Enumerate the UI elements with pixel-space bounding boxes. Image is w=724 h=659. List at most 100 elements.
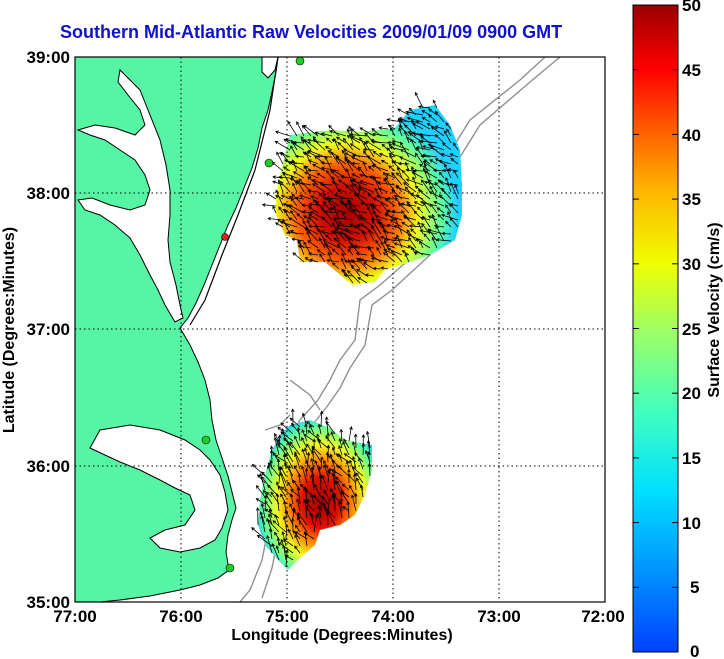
velocity-vector-head: [447, 168, 452, 172]
velocity-vector-head: [363, 262, 367, 266]
velocity-vector-head: [326, 444, 331, 449]
velocity-vector-head: [312, 138, 317, 143]
velocity-vector-head: [353, 433, 358, 438]
velocity-vector-head: [301, 428, 305, 433]
velocity-vector: [416, 121, 431, 130]
velocity-vector-head: [307, 189, 312, 193]
velocity-vector-head: [347, 468, 351, 473]
velocity-vector-head: [447, 210, 451, 215]
velocity-vector: [404, 253, 410, 263]
velocity-vector: [344, 158, 354, 172]
velocity-vector: [334, 231, 340, 242]
velocity-vector-head: [309, 210, 314, 215]
velocity-vector: [313, 139, 326, 151]
velocity-vector-head: [326, 432, 330, 437]
velocity-vector: [397, 167, 403, 179]
velocity-vector-head: [408, 224, 413, 228]
velocity-vector-head: [331, 262, 336, 266]
velocity-vector: [428, 179, 438, 193]
velocity-vector: [304, 500, 308, 519]
velocity-vector: [349, 134, 368, 137]
velocity-vector-head: [394, 217, 398, 221]
colorbar-ticks: [633, 4, 678, 653]
velocity-vector-head: [290, 489, 294, 493]
velocity-vector-head: [307, 240, 311, 244]
velocity-vector: [401, 221, 410, 228]
velocity-vector-head: [292, 479, 297, 484]
velocity-vector: [264, 500, 273, 512]
x-tick-labels: 77:00 76:00 75:00 74:00 73:00 72:00: [53, 607, 624, 626]
velocity-vector-head: [287, 528, 292, 533]
velocity-vector: [432, 237, 438, 249]
velocity-vector-head: [386, 209, 391, 213]
velocity-vector-head: [370, 225, 375, 230]
velocity-vector: [419, 163, 431, 172]
velocity-vector-head: [387, 124, 392, 129]
velocity-vector: [311, 474, 315, 491]
velocity-vector-head: [269, 460, 273, 464]
velocity-vector: [278, 542, 294, 554]
velocity-vector: [371, 204, 382, 207]
velocity-vector-head: [345, 460, 350, 465]
velocity-vector-head: [400, 202, 405, 206]
velocity-vector: [346, 168, 354, 186]
velocity-vector-head: [432, 168, 437, 173]
velocity-vector: [315, 225, 326, 242]
velocity-vector: [318, 505, 322, 519]
velocity-vector-head: [343, 228, 348, 232]
velocity-vector-head: [313, 494, 317, 499]
velocity-vector-head: [280, 422, 285, 427]
velocity-vector: [308, 253, 319, 256]
station-marker: [201, 435, 211, 445]
velocity-vector: [360, 180, 375, 186]
velocity-vector: [354, 452, 364, 463]
velocity-vector: [295, 531, 308, 540]
velocity-vector-head: [335, 136, 340, 141]
velocity-vector-head: [312, 198, 317, 203]
velocity-vector-head: [325, 435, 329, 440]
velocity-vector: [404, 130, 410, 144]
velocity-vector: [367, 440, 371, 456]
velocity-vector-head: [319, 500, 324, 505]
delaware-bay: [261, 57, 279, 79]
velocity-vector-head: [422, 215, 426, 220]
velocity-vector-head: [255, 506, 260, 511]
velocity-vector-head: [422, 167, 427, 172]
velocity-vector-head: [320, 161, 325, 165]
velocity-vector-head: [389, 154, 393, 159]
velocity-vector: [285, 524, 288, 540]
velocity-vector-head: [314, 131, 319, 135]
velocity-vector-head: [296, 179, 300, 184]
velocity-vector-head: [331, 446, 336, 451]
velocity-vector-head: [284, 523, 289, 528]
velocity-vector-head: [319, 410, 324, 415]
velocity-vector: [308, 190, 319, 193]
velocity-vector: [333, 205, 340, 221]
velocity-vector: [345, 234, 354, 249]
velocity-vector: [272, 206, 277, 214]
velocity-vector-head: [326, 258, 330, 263]
velocity-vector: [317, 512, 322, 526]
velocity-vector-head: [318, 237, 323, 241]
velocity-vector: [368, 165, 375, 172]
velocity-vector: [424, 170, 438, 179]
velocity-vector-head: [364, 132, 368, 136]
velocity-vector-head: [273, 433, 278, 437]
velocity-vector: [306, 499, 309, 512]
velocity-vector-head: [454, 184, 458, 188]
velocity-vector-head: [304, 467, 309, 472]
velocity-vector-head: [407, 234, 412, 238]
velocity-vector-head: [343, 438, 347, 443]
velocity-vector-head: [449, 203, 453, 207]
velocity-vector: [439, 194, 452, 207]
velocity-vector-head: [349, 143, 354, 147]
velocity-vector-head: [289, 503, 293, 507]
velocity-vector-head: [349, 459, 353, 464]
velocity-vector-head: [291, 422, 295, 427]
velocity-vector: [336, 136, 347, 144]
velocity-vector: [297, 240, 305, 256]
velocity-vector: [293, 141, 305, 144]
velocity-vector-head: [286, 440, 291, 445]
velocity-vector-head: [415, 120, 420, 125]
velocity-vector-head: [261, 476, 265, 481]
